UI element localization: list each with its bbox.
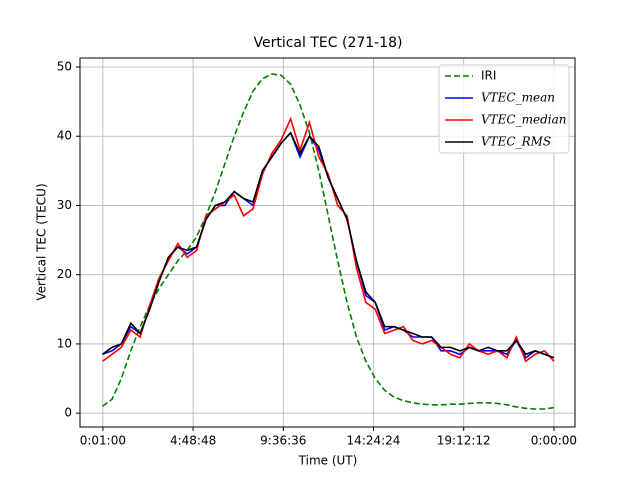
data-line bbox=[102, 131, 555, 359]
axes-frame bbox=[79, 57, 576, 428]
legend-label: VTEC_mean bbox=[481, 91, 555, 105]
y-tick-label: 10 bbox=[57, 336, 72, 350]
x-tick-label: 19:12:12 bbox=[437, 434, 491, 448]
legend-label: VTEC_median bbox=[481, 113, 567, 127]
x-tick-label: 14:24:24 bbox=[347, 434, 401, 448]
x-tick-label: 0:00:00 bbox=[531, 434, 577, 448]
x-tick-label: 9:36:36 bbox=[260, 434, 306, 448]
x-tick-label: 4:48:48 bbox=[170, 434, 216, 448]
x-axis-label: Time (UT) bbox=[298, 454, 358, 468]
y-tick-label: 50 bbox=[57, 60, 72, 74]
legend-box bbox=[438, 64, 570, 154]
y-tick-label: 20 bbox=[57, 267, 72, 281]
legend-label: VTEC_RMS bbox=[481, 135, 551, 149]
legend-label: IRI bbox=[481, 69, 496, 83]
y-tick-label: 0 bbox=[64, 406, 72, 420]
chart-title: Vertical TEC (271-18) bbox=[254, 35, 403, 51]
y-axis-label: Vertical TEC (TECU) bbox=[35, 183, 49, 300]
data-line bbox=[102, 73, 555, 410]
y-tick-label: 30 bbox=[57, 198, 72, 212]
y-tick-label: 40 bbox=[57, 129, 72, 143]
x-tick-label: 0:01:00 bbox=[80, 434, 126, 448]
